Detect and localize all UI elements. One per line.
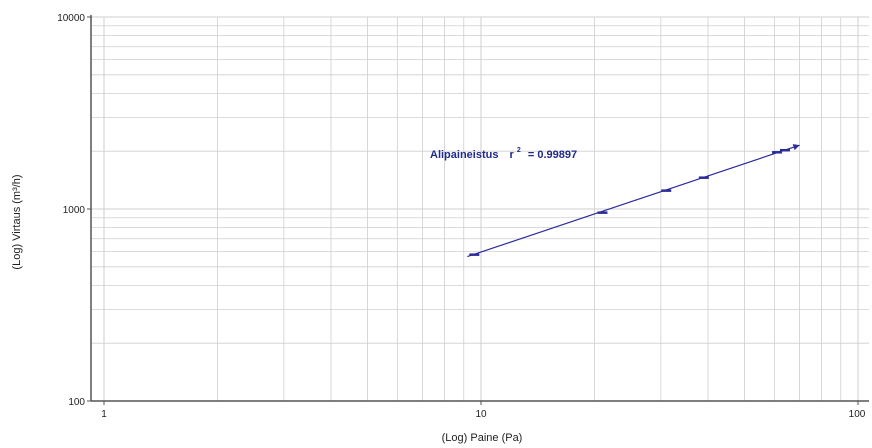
data-point bbox=[469, 253, 480, 256]
annotation-value: = 0.99897 bbox=[528, 149, 577, 161]
y-tick-label: 100 bbox=[68, 397, 85, 408]
y-tick-label: 1000 bbox=[63, 205, 86, 216]
x-tick-label: 1 bbox=[101, 409, 107, 420]
fit-line-arrowhead bbox=[792, 144, 800, 151]
chart-ticks: 1 10 100 100 1000 10000 bbox=[57, 13, 866, 420]
x-tick-label: 100 bbox=[849, 409, 866, 420]
annotation-superscript: 2 bbox=[517, 147, 521, 154]
y-tick-label: 10000 bbox=[57, 13, 85, 24]
fit-line bbox=[467, 144, 800, 258]
x-tick-label: 10 bbox=[475, 409, 487, 420]
data-point bbox=[772, 151, 783, 154]
y-axis-label: (Log) Virtaus (m³/h) bbox=[11, 174, 23, 269]
data-point bbox=[698, 176, 709, 179]
data-point bbox=[661, 189, 672, 192]
data-point bbox=[779, 148, 790, 152]
chart-axes bbox=[90, 15, 869, 402]
x-axis-label: (Log) Paine (Pa) bbox=[442, 432, 523, 444]
chart-grid bbox=[91, 16, 869, 402]
fit-annotation: Alipaineistus r 2 = 0.99897 bbox=[430, 143, 577, 161]
annotation-r: r bbox=[510, 149, 515, 161]
data-point bbox=[597, 211, 608, 214]
annotation-prefix: Alipaineistus bbox=[430, 149, 498, 161]
chart-series bbox=[467, 144, 800, 258]
